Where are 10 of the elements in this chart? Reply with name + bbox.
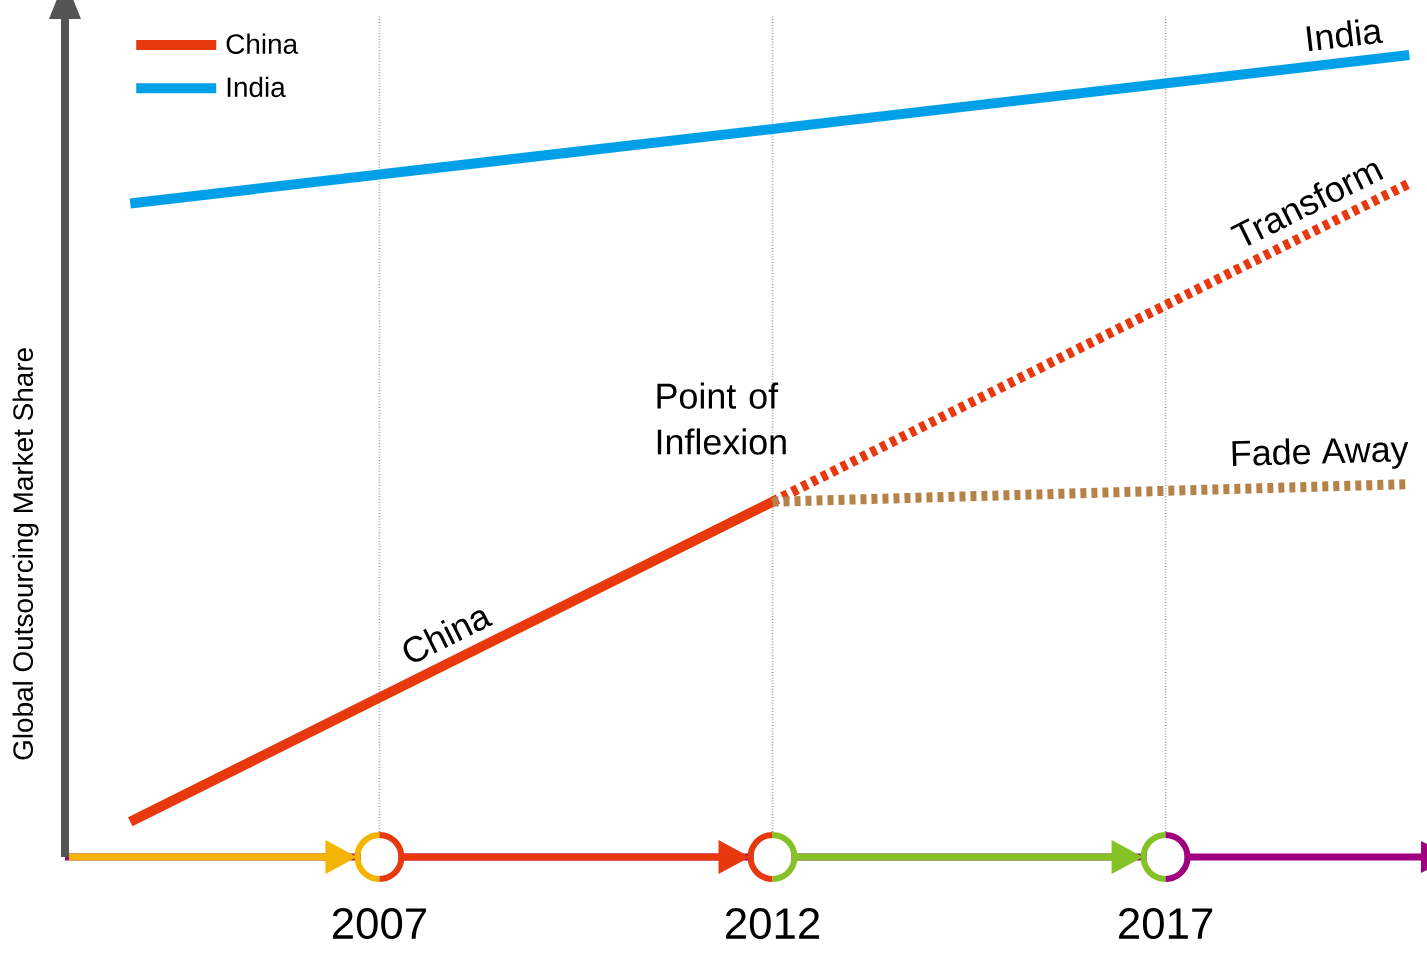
x-tick-label: 2017 [1119,908,1213,940]
annotation: China [403,610,494,662]
x-tick-label: 2012 [725,908,820,940]
legend-label: India [227,76,286,98]
legend-label: China [226,33,299,54]
annotation: India [1306,19,1384,52]
series-label: Fade Away [1232,438,1409,469]
annotation: Point of Inflexion [657,382,786,455]
y-axis-title: Global Outsourcing Market Share [12,348,39,760]
x-tick-label: 2007 [332,908,426,940]
